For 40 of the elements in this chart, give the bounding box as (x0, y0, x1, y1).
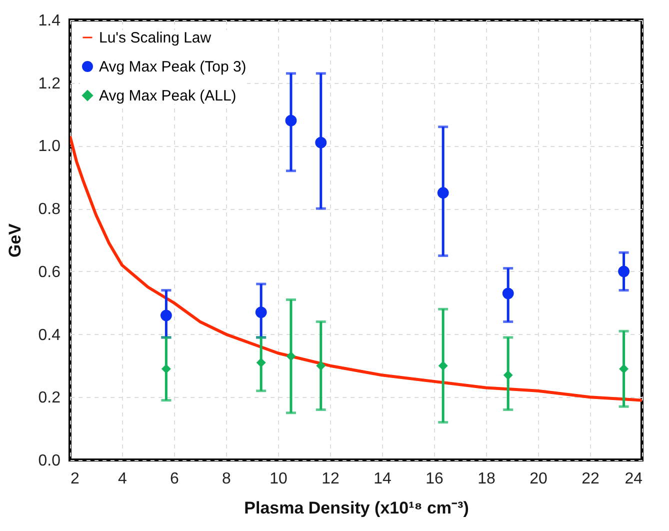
x-tick-label: 6 (170, 470, 180, 488)
x-tick-label: 10 (270, 470, 288, 488)
legend-label: Avg Max Peak (Top 3) (99, 58, 246, 76)
x-tick-label: 24 (624, 470, 643, 488)
y-tick-label: 0.2 (38, 390, 61, 407)
point (256, 358, 266, 368)
point (437, 187, 449, 199)
point (285, 114, 297, 126)
point (316, 360, 326, 370)
point (286, 352, 296, 362)
point (502, 288, 514, 300)
x-axis-title: Plasma Density (x10¹⁸ cm⁻³) (244, 498, 469, 518)
point (315, 136, 327, 148)
point (618, 266, 630, 278)
x-tick-label: 14 (374, 470, 392, 488)
point (503, 370, 513, 380)
point (161, 364, 171, 374)
y-tick-label: 0.6 (38, 264, 61, 281)
y-tick-label: 0.0 (38, 452, 61, 470)
y-axis-title: GeV (5, 222, 24, 258)
y-tick-label: 1.0 (38, 138, 61, 156)
y-tick-label: 1.2 (38, 75, 61, 92)
x-tick-label: 16 (426, 470, 444, 488)
point (619, 364, 629, 374)
y-tick-label: 0.8 (38, 201, 61, 218)
x-tick-label: 12 (322, 470, 340, 488)
point (438, 360, 448, 370)
x-tick-label: 2 (70, 470, 80, 488)
x-tick-label: 18 (478, 470, 496, 488)
legend-label: Lu's Scaling Law (99, 30, 212, 46)
y-tick-label: 0.4 (38, 326, 61, 344)
y-tick-label: 1.4 (38, 12, 61, 30)
legend-label: Avg Max Peak (ALL) (99, 88, 236, 104)
line-series (70, 134, 642, 402)
x-tick-label: 8 (222, 470, 232, 488)
x-tick-label: 20 (530, 470, 548, 488)
x-tick-label: 4 (118, 470, 128, 488)
point (255, 306, 267, 318)
point (160, 310, 172, 322)
x-tick-label: 22 (582, 470, 600, 488)
